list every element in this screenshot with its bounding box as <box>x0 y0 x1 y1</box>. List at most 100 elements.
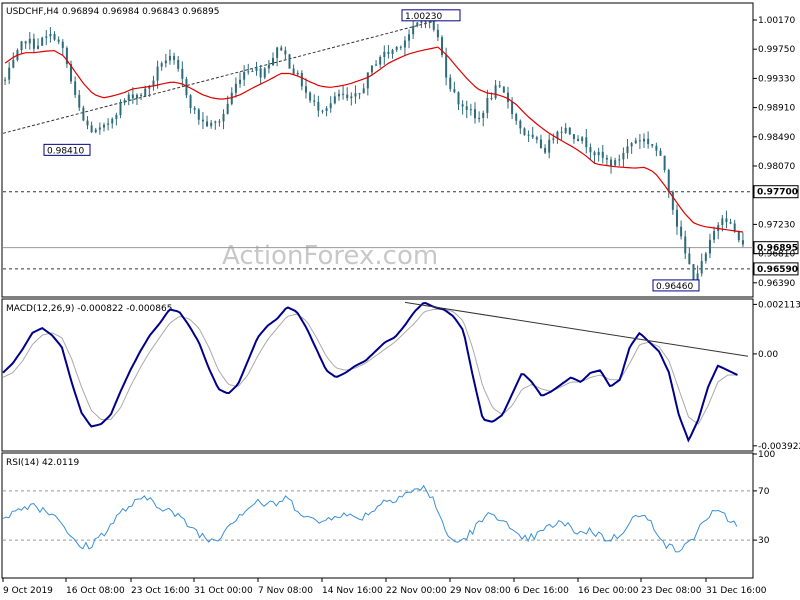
price-annotation-box <box>652 279 700 292</box>
candle-body <box>8 67 11 80</box>
price-panel-frame <box>1 2 754 298</box>
candle-body <box>721 218 724 226</box>
candle-body <box>626 146 629 154</box>
candle-body <box>342 93 345 95</box>
candle-body <box>119 102 122 116</box>
macd-y-tick-label: 0.00 <box>758 350 778 360</box>
candle-body <box>222 113 225 122</box>
candle-body <box>61 41 64 48</box>
candle-body <box>733 223 736 232</box>
rsi-y-axis: 100 70 30 <box>753 450 775 546</box>
x-tick-label: 23 Oct 16:00 <box>131 586 190 596</box>
candle-body <box>20 41 23 51</box>
candle-body <box>370 65 373 73</box>
candle-body <box>601 151 604 158</box>
macd-y-axis: 0.002113 0.00 -0.003922 <box>753 300 800 452</box>
candle-body <box>614 160 617 166</box>
candle-body <box>630 143 633 147</box>
candle-body <box>647 138 650 145</box>
x-tick-label: 23 Dec 08:00 <box>641 586 702 596</box>
candle-body <box>441 37 444 56</box>
candle-body <box>218 121 221 123</box>
candle-body <box>482 112 485 118</box>
candle-body <box>643 138 646 142</box>
candle-body <box>337 93 340 97</box>
candle-body <box>506 92 509 102</box>
moving-average <box>4 46 743 233</box>
candle-body <box>688 253 691 265</box>
candle-body <box>564 127 567 133</box>
candle-body <box>181 68 184 79</box>
macd-panel-frame <box>1 298 754 452</box>
candle-body <box>675 209 678 227</box>
candle-body <box>560 131 563 133</box>
candle-body <box>37 45 40 49</box>
candle-body <box>366 72 369 89</box>
candle-body <box>78 94 81 108</box>
candle-body <box>741 240 744 245</box>
candle-body <box>168 55 171 61</box>
candle-body <box>383 51 386 58</box>
candle-body <box>531 134 534 138</box>
candle-body <box>272 57 275 66</box>
candle-body <box>408 34 411 41</box>
rsi-line <box>2 484 738 553</box>
candle-body <box>585 137 588 148</box>
candle-body <box>230 92 233 104</box>
price-y-tick-label: 1.00170 <box>758 16 795 26</box>
candle-body <box>4 79 7 81</box>
candle-body <box>102 124 105 128</box>
price-trendline <box>2 15 456 134</box>
candle-body <box>684 236 687 254</box>
candle-body <box>539 139 542 148</box>
price-annotation-box <box>401 9 461 22</box>
price-y-axis: 1.00170 0.99750 0.99330 0.98910 0.98490 0.980… <box>753 16 795 289</box>
candle-body <box>387 51 390 54</box>
candle-body <box>135 94 138 99</box>
candle-body <box>107 123 110 125</box>
candle-body <box>152 80 155 86</box>
candle-body <box>214 121 217 123</box>
candle-body <box>692 264 695 281</box>
price-annotation-label: 1.00230 <box>405 12 442 22</box>
candle-body <box>502 86 505 93</box>
rsi-header: RSI(14) 42.0119 <box>6 458 79 468</box>
candle-body <box>605 157 608 160</box>
candle-body <box>98 127 101 130</box>
price-grid: 0.97700 0.96590 0.96895 <box>3 185 799 276</box>
candle-body <box>65 47 68 65</box>
price-y-tick-label: 0.99330 <box>758 74 795 84</box>
candle-body <box>140 94 143 97</box>
candle-body <box>201 119 204 122</box>
price-annotation-label: 0.98410 <box>47 146 84 156</box>
candle-body <box>556 131 559 139</box>
candle-body <box>70 64 73 82</box>
candle-body <box>185 78 188 96</box>
moving-average-line <box>4 46 743 233</box>
candle-body <box>610 159 613 166</box>
candle-body <box>379 57 382 65</box>
candle-body <box>436 29 439 38</box>
candle-body <box>57 39 60 42</box>
candle-body <box>535 137 538 140</box>
candle-body <box>412 26 415 35</box>
price-level-label: 0.97700 <box>757 188 798 198</box>
candle-body <box>362 88 365 94</box>
candle-body <box>680 226 683 237</box>
candle-body <box>284 50 287 55</box>
price-y-tick-label: 0.96810 <box>758 250 795 260</box>
rsi-panel: RSI(14) 42.0119 100 70 30 <box>1 450 775 579</box>
candle-body <box>45 36 48 38</box>
candle-body <box>469 109 472 111</box>
price-y-tick-label: 0.98070 <box>758 162 795 172</box>
candle-body <box>403 40 406 48</box>
candle-body <box>729 222 732 224</box>
candle-body <box>655 145 658 151</box>
macd-trendline <box>404 301 749 357</box>
price-annotation-box <box>43 143 91 156</box>
candle-body <box>622 153 625 160</box>
watermark: ActionForex.com <box>222 241 438 271</box>
candle-body <box>445 55 448 78</box>
